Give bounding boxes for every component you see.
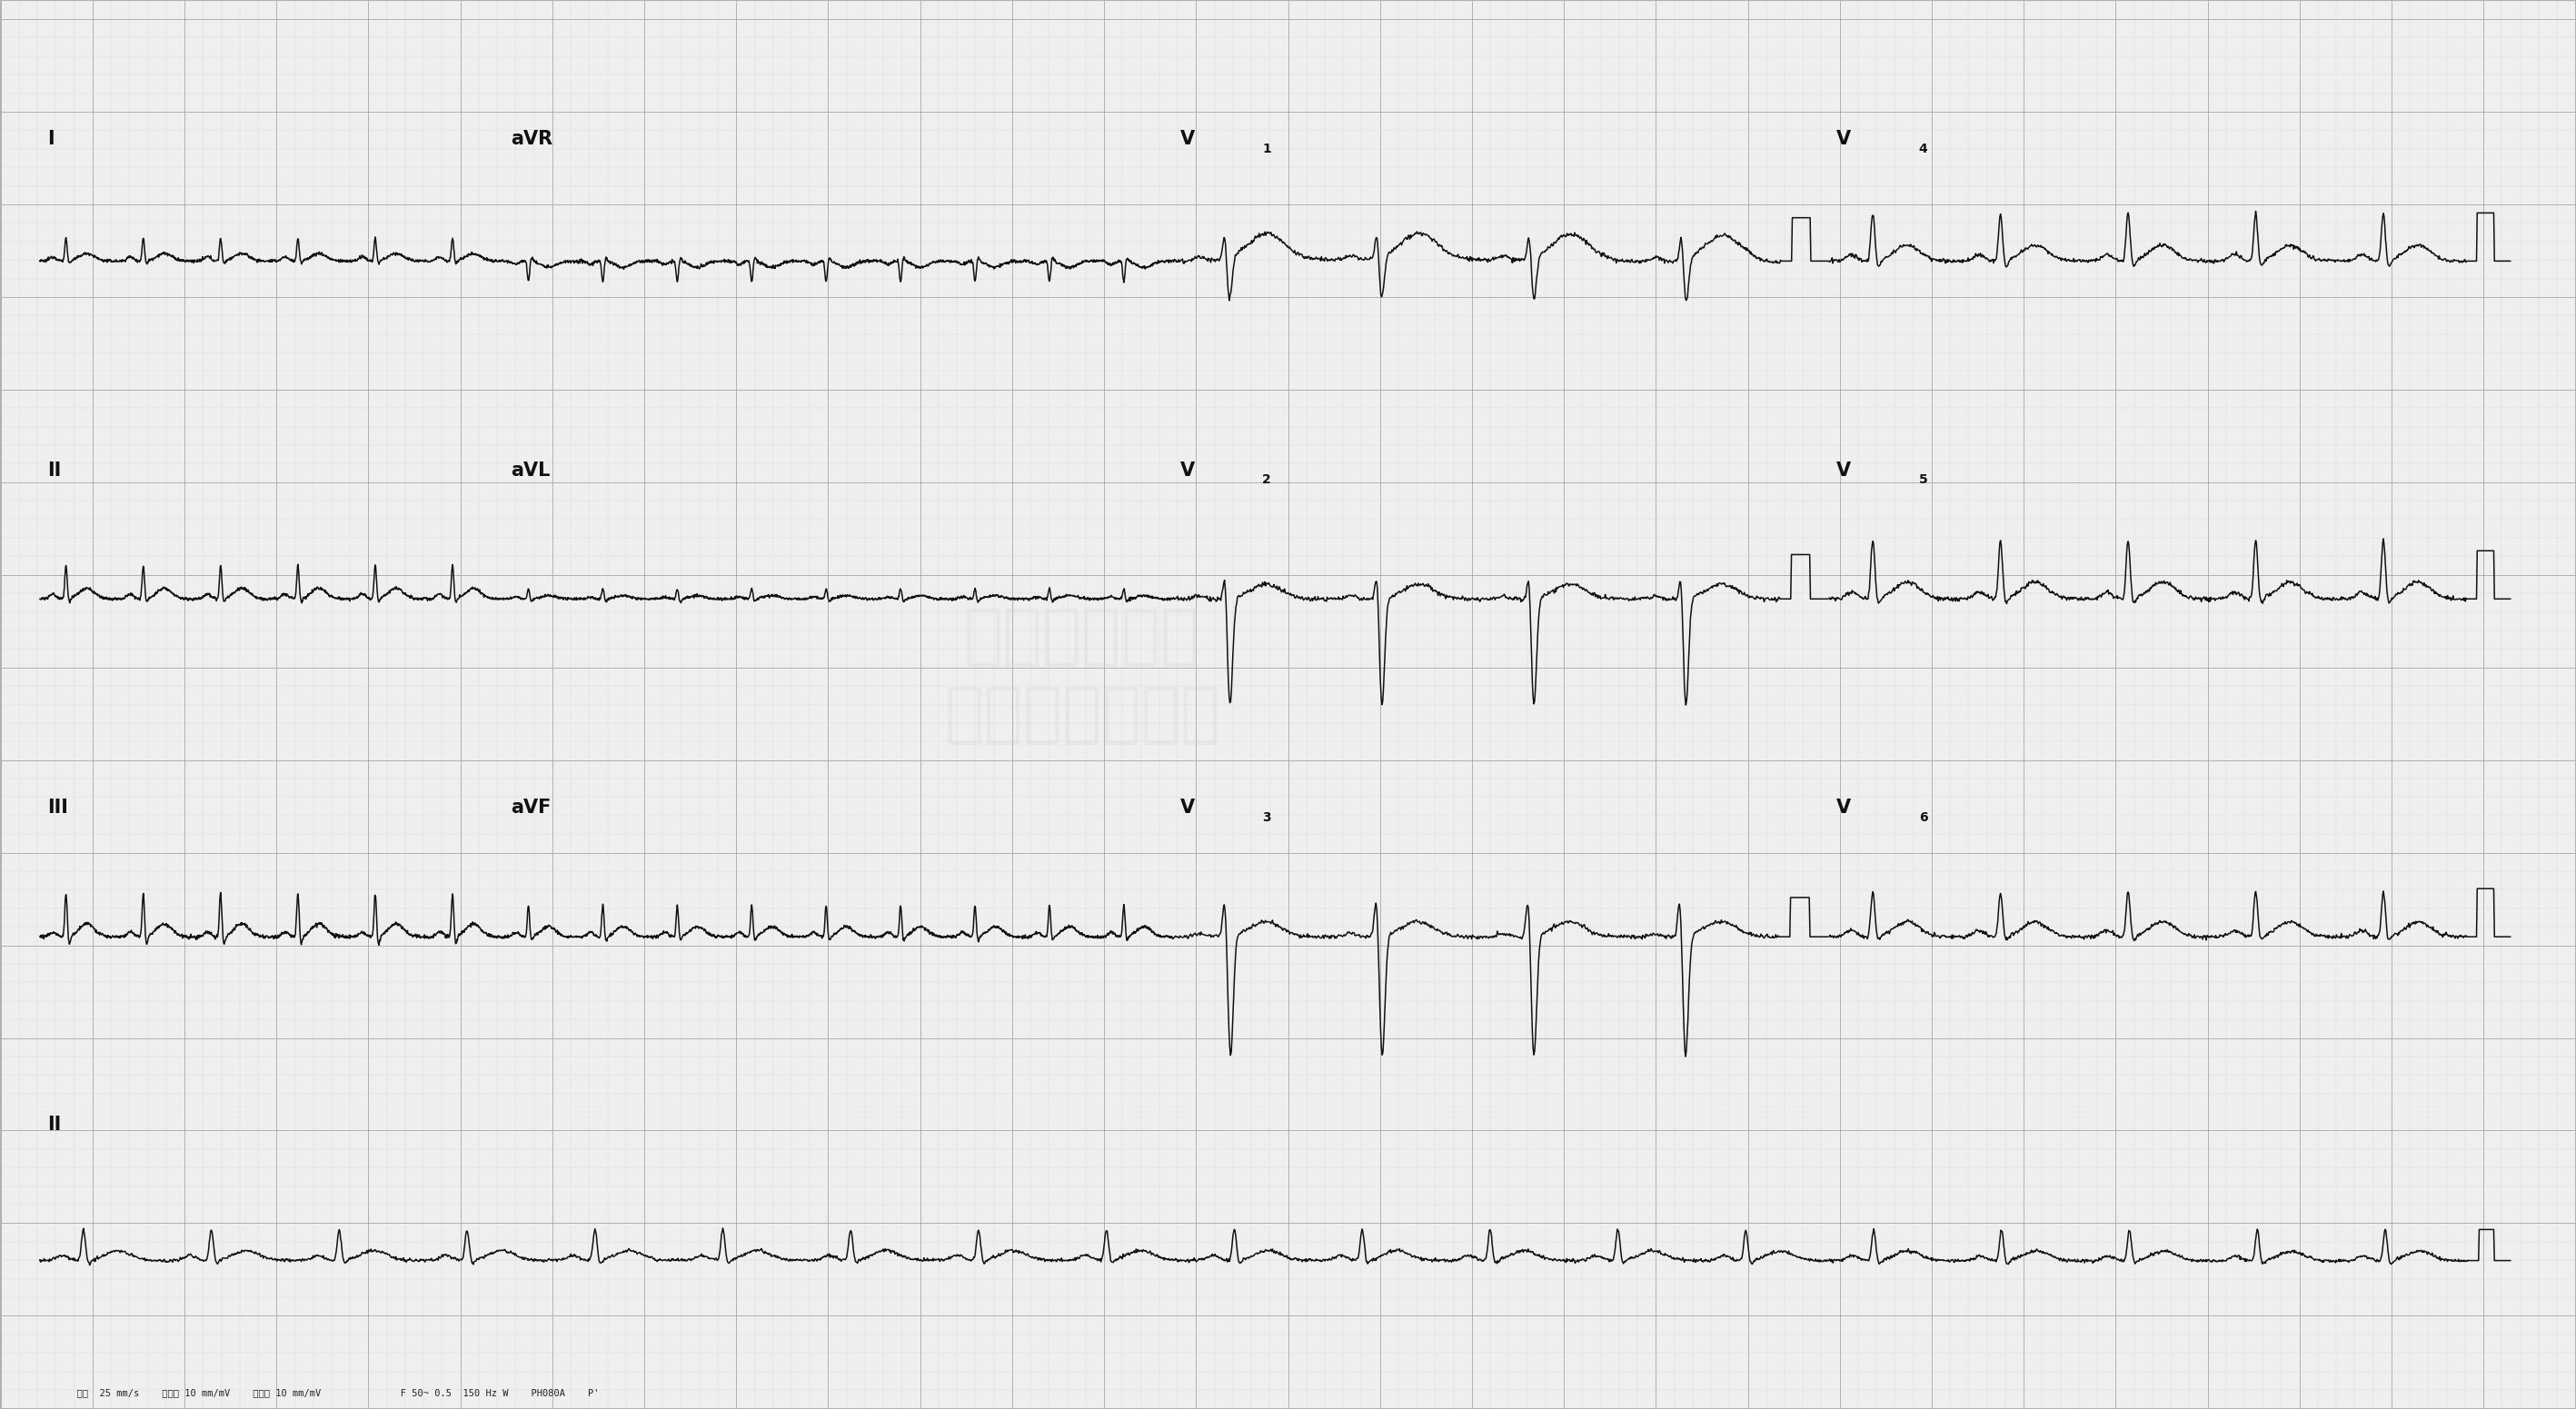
Text: aVL: aVL [510, 461, 549, 479]
Text: 小时  25 mm/s    模拟： 10 mm/mV    数字： 10 mm/mV              F 50~ 0.5  150 Hz W    : 小时 25 mm/s 模拟： 10 mm/mV 数字： 10 mm/mV F 5… [64, 1388, 598, 1398]
Text: V: V [1180, 461, 1195, 479]
Text: V: V [1180, 799, 1195, 817]
Text: 1: 1 [1262, 142, 1270, 155]
Text: V: V [1180, 130, 1195, 148]
Text: V: V [1837, 461, 1852, 479]
Text: III: III [46, 799, 67, 817]
Text: 人卫临床助手
人民卫生出版社: 人卫临床助手 人民卫生出版社 [943, 606, 1221, 747]
Text: V: V [1837, 130, 1852, 148]
Text: 4: 4 [1919, 142, 1927, 155]
Text: II: II [46, 461, 62, 479]
Text: I: I [46, 130, 54, 148]
Text: II: II [46, 1116, 62, 1134]
Text: 3: 3 [1262, 812, 1270, 824]
Text: aVR: aVR [510, 130, 551, 148]
Text: V: V [1837, 799, 1852, 817]
Text: aVF: aVF [510, 799, 551, 817]
Text: 2: 2 [1262, 473, 1270, 486]
Text: 6: 6 [1919, 812, 1927, 824]
Text: 5: 5 [1919, 473, 1927, 486]
